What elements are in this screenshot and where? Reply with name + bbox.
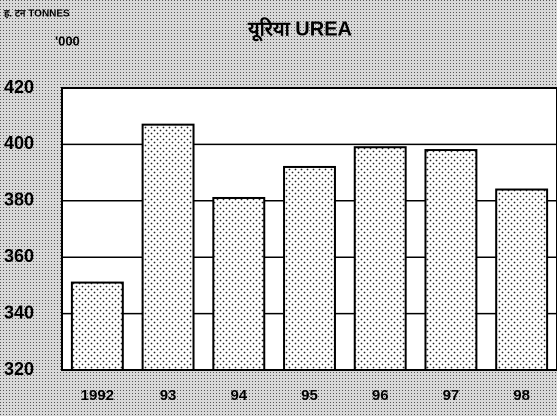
unit-label: ह. टन TONNES	[3, 9, 70, 20]
bar	[70, 281, 124, 371]
y-tick-label: 420	[4, 77, 34, 97]
bar	[353, 146, 407, 371]
bar	[141, 123, 195, 371]
x-tick-label: 94	[230, 387, 247, 404]
bar	[495, 188, 549, 371]
x-tick-label: 98	[513, 387, 530, 404]
chart-title: यूरिया UREA	[247, 16, 352, 41]
bar	[283, 165, 336, 371]
bar	[212, 196, 266, 371]
y-tick-label: 340	[4, 302, 34, 322]
x-tick-label: 95	[301, 387, 318, 404]
x-tick-label: 96	[372, 387, 389, 404]
y-tick-label: 400	[4, 133, 34, 153]
x-tick-label: 93	[160, 387, 177, 404]
unit-sublabel: '000	[55, 33, 80, 48]
x-tick-label: 97	[443, 387, 460, 404]
bar	[424, 149, 478, 371]
x-tick-label: 1992	[81, 387, 114, 404]
y-tick-label: 360	[4, 246, 34, 266]
y-tick-label: 320	[4, 359, 34, 379]
y-tick-label: 380	[4, 190, 34, 210]
